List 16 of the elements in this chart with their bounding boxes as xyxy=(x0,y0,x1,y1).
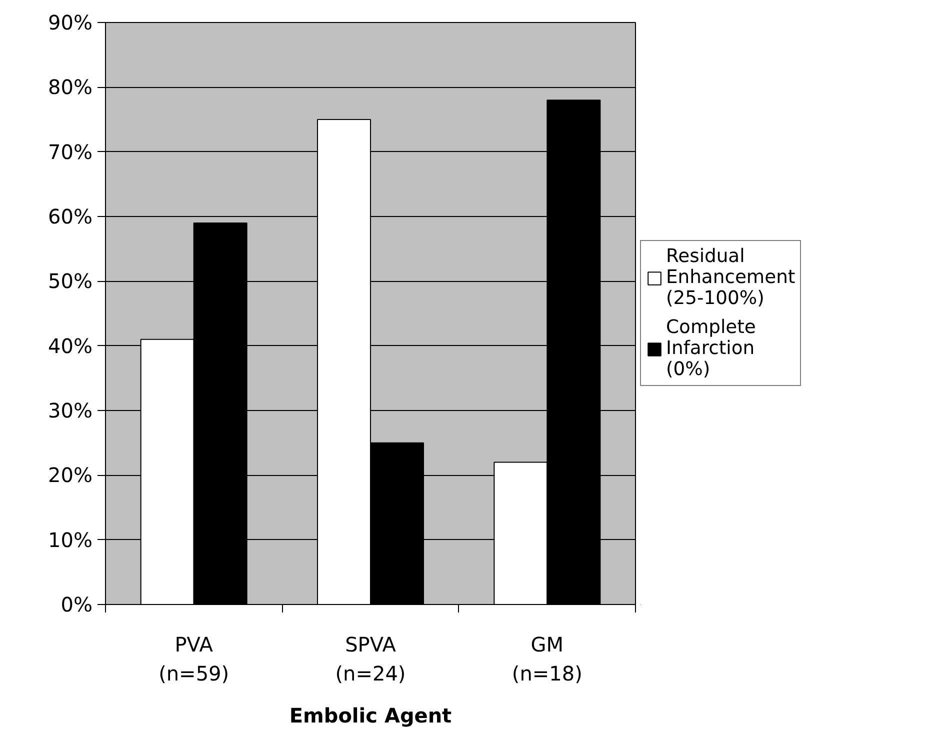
y-tick-label: 60% xyxy=(48,204,92,228)
y-tick-label: 80% xyxy=(48,75,92,100)
legend-label: Residual Enhancement (25-100%) xyxy=(666,246,796,309)
y-tick-label: 70% xyxy=(48,140,92,164)
y-tick-label: 30% xyxy=(48,398,92,422)
y-tick-label: 50% xyxy=(48,269,92,294)
x-tick-label: PVA (n=59) xyxy=(158,632,230,686)
x-axis-title: Embolic Agent xyxy=(289,703,452,728)
y-tick-label: 20% xyxy=(48,463,92,488)
legend-label: Complete Infarction (0%) xyxy=(666,317,756,380)
y-tick-label: 40% xyxy=(48,334,92,358)
x-tick-label: GM (n=18) xyxy=(512,632,582,686)
y-tick-label: 10% xyxy=(48,528,92,552)
y-tick-label: 90% xyxy=(48,10,92,34)
x-tick-label: SPVA (n=24) xyxy=(335,632,406,686)
y-tick-label: 0% xyxy=(60,592,93,616)
